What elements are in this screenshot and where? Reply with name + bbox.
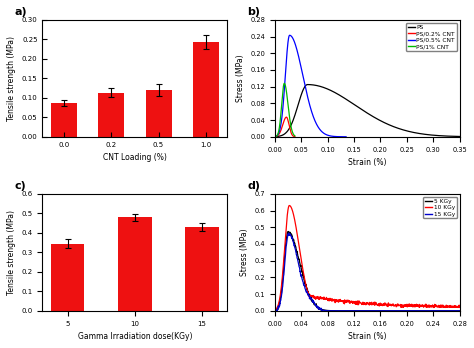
- Text: a): a): [15, 7, 27, 17]
- X-axis label: Strain (%): Strain (%): [348, 158, 386, 167]
- Y-axis label: Stress (MPa): Stress (MPa): [236, 55, 245, 102]
- Bar: [51, 244, 84, 311]
- Bar: [118, 217, 152, 311]
- Bar: [98, 93, 124, 137]
- Bar: [185, 227, 219, 311]
- Legend: PS, PS/0.2% CNT, PS/0.5% CNT, PS/1% CNT: PS, PS/0.2% CNT, PS/0.5% CNT, PS/1% CNT: [406, 23, 457, 51]
- Bar: [193, 42, 219, 137]
- X-axis label: CNT Loading (%): CNT Loading (%): [103, 153, 167, 162]
- X-axis label: Strain (%): Strain (%): [348, 332, 386, 341]
- Y-axis label: Tensile strength (MPa): Tensile strength (MPa): [7, 36, 16, 121]
- Text: d): d): [247, 181, 260, 191]
- Text: b): b): [247, 7, 260, 17]
- X-axis label: Gamma Irradiation dose(KGy): Gamma Irradiation dose(KGy): [78, 332, 192, 341]
- Y-axis label: Stress (MPa): Stress (MPa): [240, 229, 249, 276]
- Bar: [51, 103, 77, 137]
- Legend: 5 KGy, 10 KGy, 15 KGy: 5 KGy, 10 KGy, 15 KGy: [423, 197, 457, 219]
- Y-axis label: Tensile strength (MPa): Tensile strength (MPa): [7, 210, 16, 295]
- Bar: [146, 90, 172, 137]
- Text: c): c): [15, 181, 27, 191]
